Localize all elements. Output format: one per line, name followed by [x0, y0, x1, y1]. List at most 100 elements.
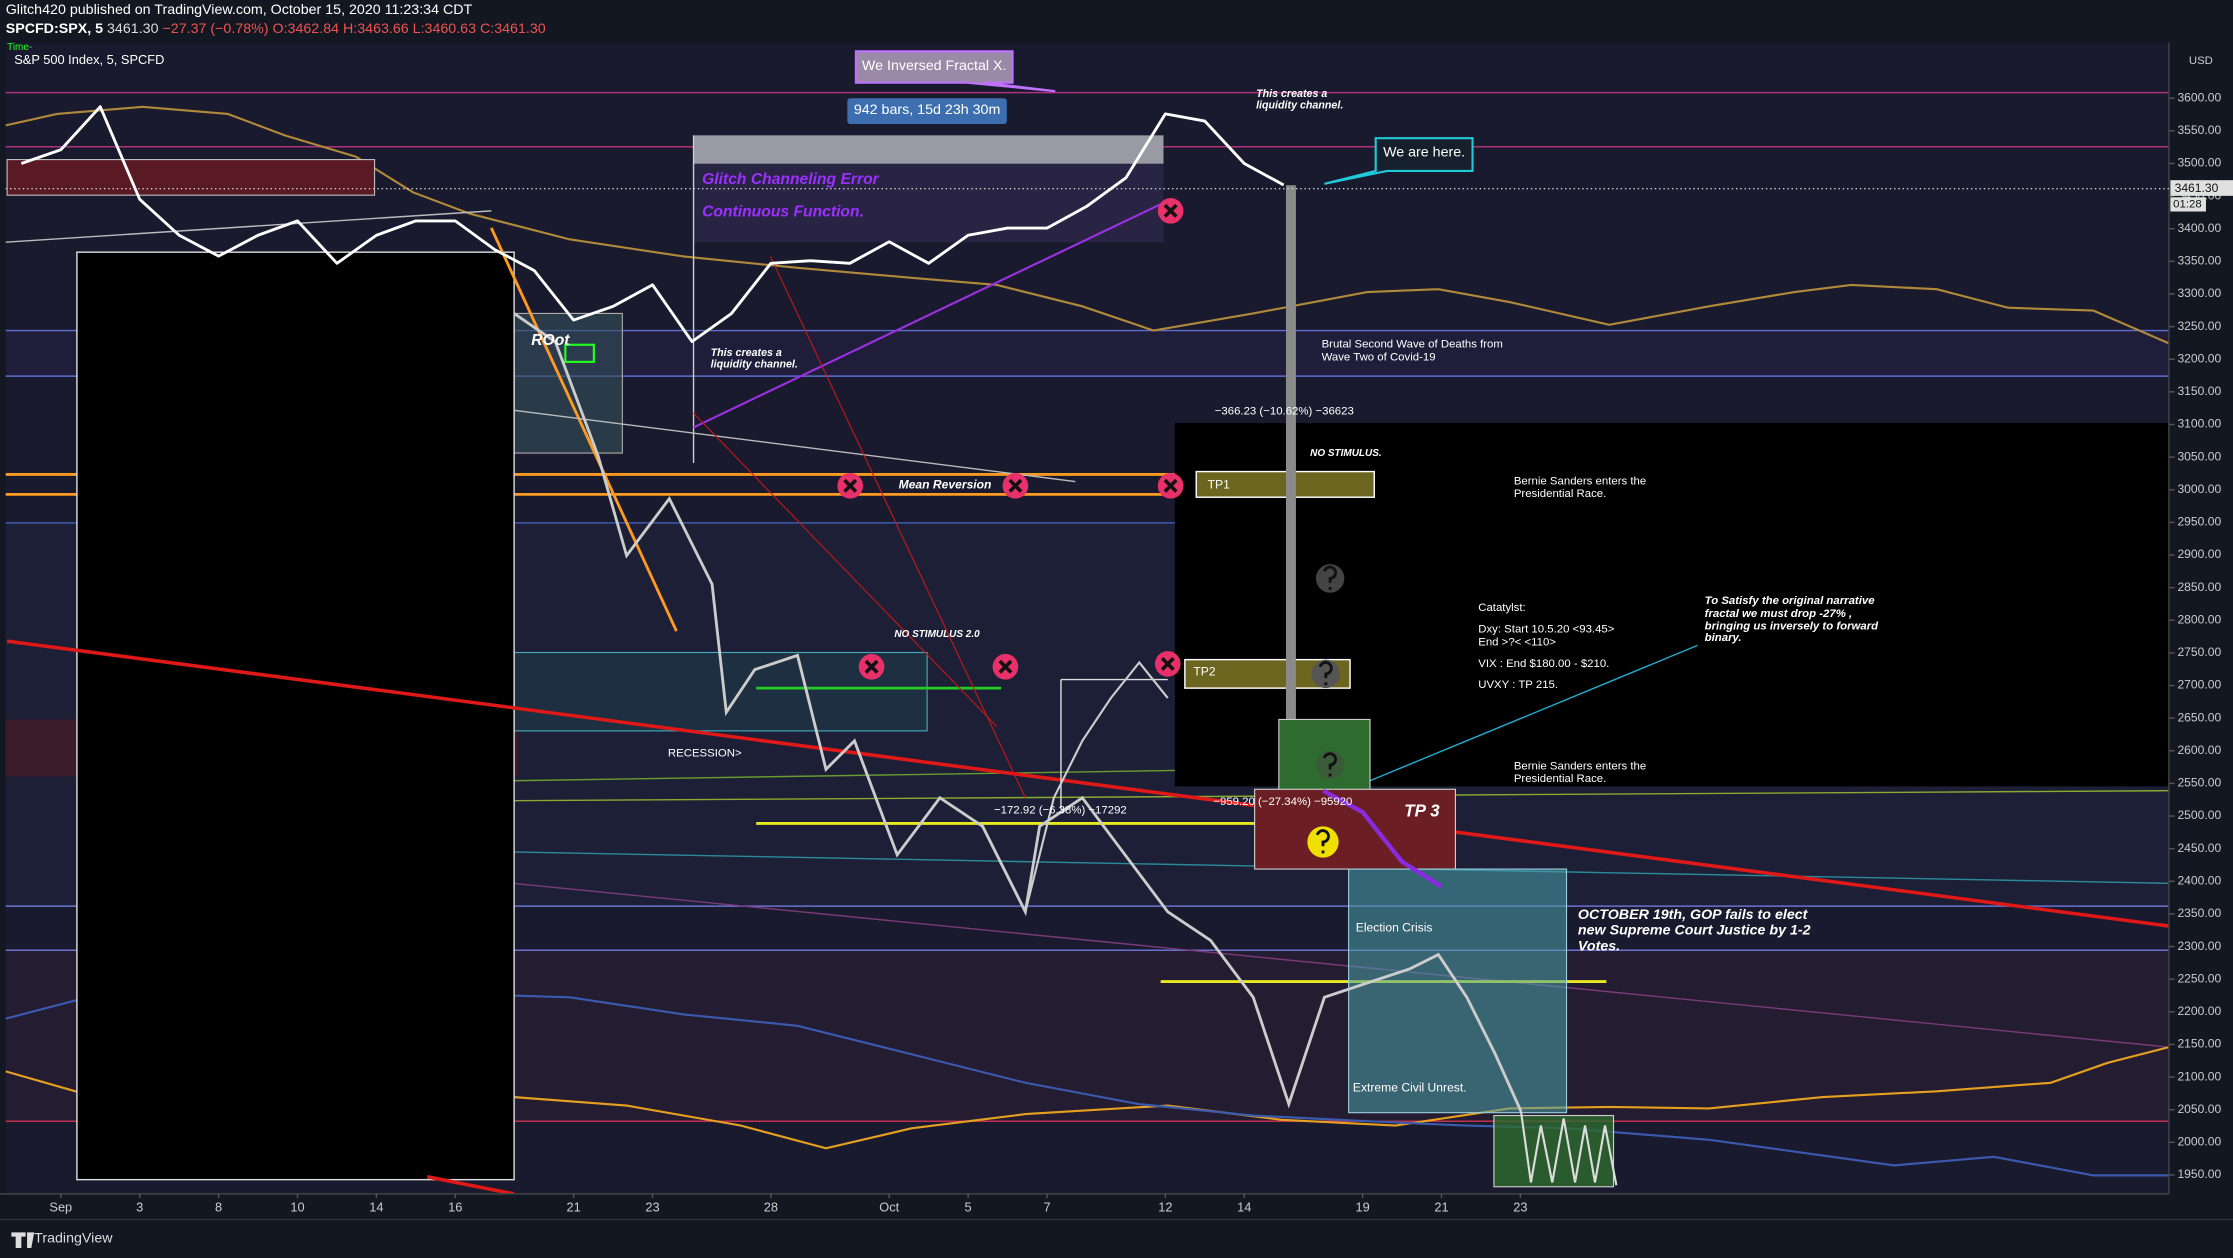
x-tick-label: 23 [1513, 1200, 1527, 1215]
annotation: −959.20 (−27.34%) −95920 [1213, 794, 1353, 808]
annotation: NO STIMULUS 2.0 [894, 629, 980, 640]
x-marker [992, 653, 1019, 680]
y-tick-label: 2300.00 [2177, 939, 2221, 953]
zone-box [1254, 788, 1457, 870]
y-tick-label: 1950.00 [2177, 1167, 2221, 1181]
plot: 1950.00 2000.00 2050.00 2100.00 2150.00 2200.… [5, 90, 2233, 1215]
annotation: −172.92 (−6.38%) −17292 [994, 803, 1127, 817]
y-tick-label: 3300.00 [2177, 286, 2221, 300]
annotation: TP1 [1207, 477, 1230, 492]
x-marker [1157, 472, 1184, 499]
zone-box [513, 312, 623, 454]
annotation: To Satisfy the original narrative fracta… [1704, 594, 1879, 645]
trend-line [426, 1175, 515, 1196]
annotation: Extreme Civil Unrest. [1352, 1079, 1467, 1095]
y-tick-label: 3600.00 [2177, 90, 2221, 104]
trend-line [514, 409, 1076, 483]
price-line [1322, 788, 1443, 889]
y-tick-label: 3350.00 [2177, 254, 2221, 268]
x-tick-label: 12 [1158, 1200, 1172, 1215]
measure-box [693, 135, 1164, 164]
x-tick-label: 21 [1434, 1200, 1448, 1215]
x-tick-label: 23 [645, 1200, 659, 1215]
fan-line [512, 882, 2169, 1048]
last-price: 3461.30 [107, 21, 159, 38]
annotation: Election Crisis [1355, 920, 1433, 935]
y-tick-label: 3100.00 [2177, 417, 2221, 431]
symbol: SPCFD:SPX, 5 3461.30 −27.37 (−0.78%) O:3… [6, 21, 546, 37]
fractal-line [1024, 660, 1169, 913]
target-box [1195, 470, 1375, 498]
x-tick-label: Oct [879, 1200, 899, 1215]
x-tick-label: 7 [1043, 1200, 1050, 1215]
y-axis-panel [2168, 42, 2233, 1220]
annotation: We Inversed Fractal X. [861, 58, 1007, 75]
moving-average [5, 105, 2170, 345]
fractal-line [1519, 1111, 1618, 1186]
callout-bubble [1324, 137, 1474, 185]
time-label: Time- [7, 42, 33, 53]
y-tick-label: 2050.00 [2177, 1102, 2221, 1116]
x-markers [837, 198, 1184, 680]
marker-box [564, 343, 595, 363]
y-tick-label: 2350.00 [2177, 906, 2221, 920]
y-tick-label: 2500.00 [2177, 808, 2221, 822]
trend-line [693, 412, 998, 727]
annotation: 942 bars, 15d 23h 30m [853, 102, 1001, 119]
y-tick-label: 3500.00 [2177, 156, 2221, 170]
y-tick-label: 2600.00 [2177, 743, 2221, 757]
footer [0, 1219, 2233, 1258]
annotation: This creates a liquidity channel. [1256, 86, 1344, 112]
y-tick-label: 2550.00 [2177, 776, 2221, 790]
chart-title: S&P 500 Index, 5, SPCFD [14, 52, 165, 67]
x-marker [837, 472, 864, 499]
x-tick-label: 21 [567, 1200, 581, 1215]
change: −27.37 (−0.78%) [162, 21, 269, 38]
callout-line [1369, 644, 1698, 782]
countdown: 01:28 [2173, 198, 2201, 210]
y-tick-label: 2800.00 [2177, 612, 2221, 626]
y-tick-label: 2900.00 [2177, 547, 2221, 561]
y-tick-label: 3200.00 [2177, 351, 2221, 365]
annotation: Dxy: Start 10.5.20 <93.45> [1478, 622, 1615, 636]
brand-logo [11, 1232, 35, 1249]
trend-line [693, 198, 1172, 429]
x-tick-label: 10 [290, 1200, 304, 1215]
trend-line [6, 639, 2170, 928]
symbol-name: SPCFD:SPX, 5 [5, 21, 104, 38]
annotation: Mean Reversion [898, 477, 992, 492]
price-line [20, 105, 1285, 344]
y-tick-label: 2100.00 [2177, 1069, 2221, 1083]
y-tick-label: 3550.00 [2177, 123, 2221, 137]
y-tick-label: 2000.00 [2177, 1135, 2221, 1149]
question-glyph [1315, 565, 1337, 854]
annotation: ROot [531, 331, 570, 350]
x-marker [1154, 651, 1181, 677]
measure-box [693, 163, 1164, 243]
x-tick-label: 3 [136, 1200, 143, 1215]
x-tick-label: 16 [448, 1200, 462, 1215]
x-tick-label: 5 [965, 1200, 972, 1215]
annotation: −366.23 (−10.62%) −36623 [1214, 404, 1354, 418]
publisher: Glitch420 published on TradingView.com, … [5, 2, 473, 19]
annotation: NO STIMULUS. [1310, 448, 1382, 459]
annotation: Catatylst: [1478, 601, 1526, 615]
annotation: End >?< <110> [1478, 635, 1556, 649]
annotation: VIX : End $180.00 - $210. [1478, 656, 1610, 670]
annotation: Glitch Channeling Error [702, 170, 879, 189]
annotation: Bernie Sanders enters the Presidential R… [1513, 474, 1647, 500]
y-tick-label: 2750.00 [2177, 645, 2221, 659]
y-tick-label: 2250.00 [2177, 971, 2221, 985]
annotation: RECESSION> [667, 746, 742, 760]
callout-bubble [854, 50, 1056, 93]
annotation: Brutal Second Wave of Deaths from Wave T… [1321, 337, 1503, 364]
x-tick-label: 28 [764, 1200, 778, 1215]
trend-line [769, 256, 1026, 799]
trend-line [5, 210, 492, 243]
y-tick-label: 3050.00 [2177, 449, 2221, 463]
x-tick-label: 14 [369, 1200, 383, 1215]
currency: USD [2188, 54, 2213, 67]
